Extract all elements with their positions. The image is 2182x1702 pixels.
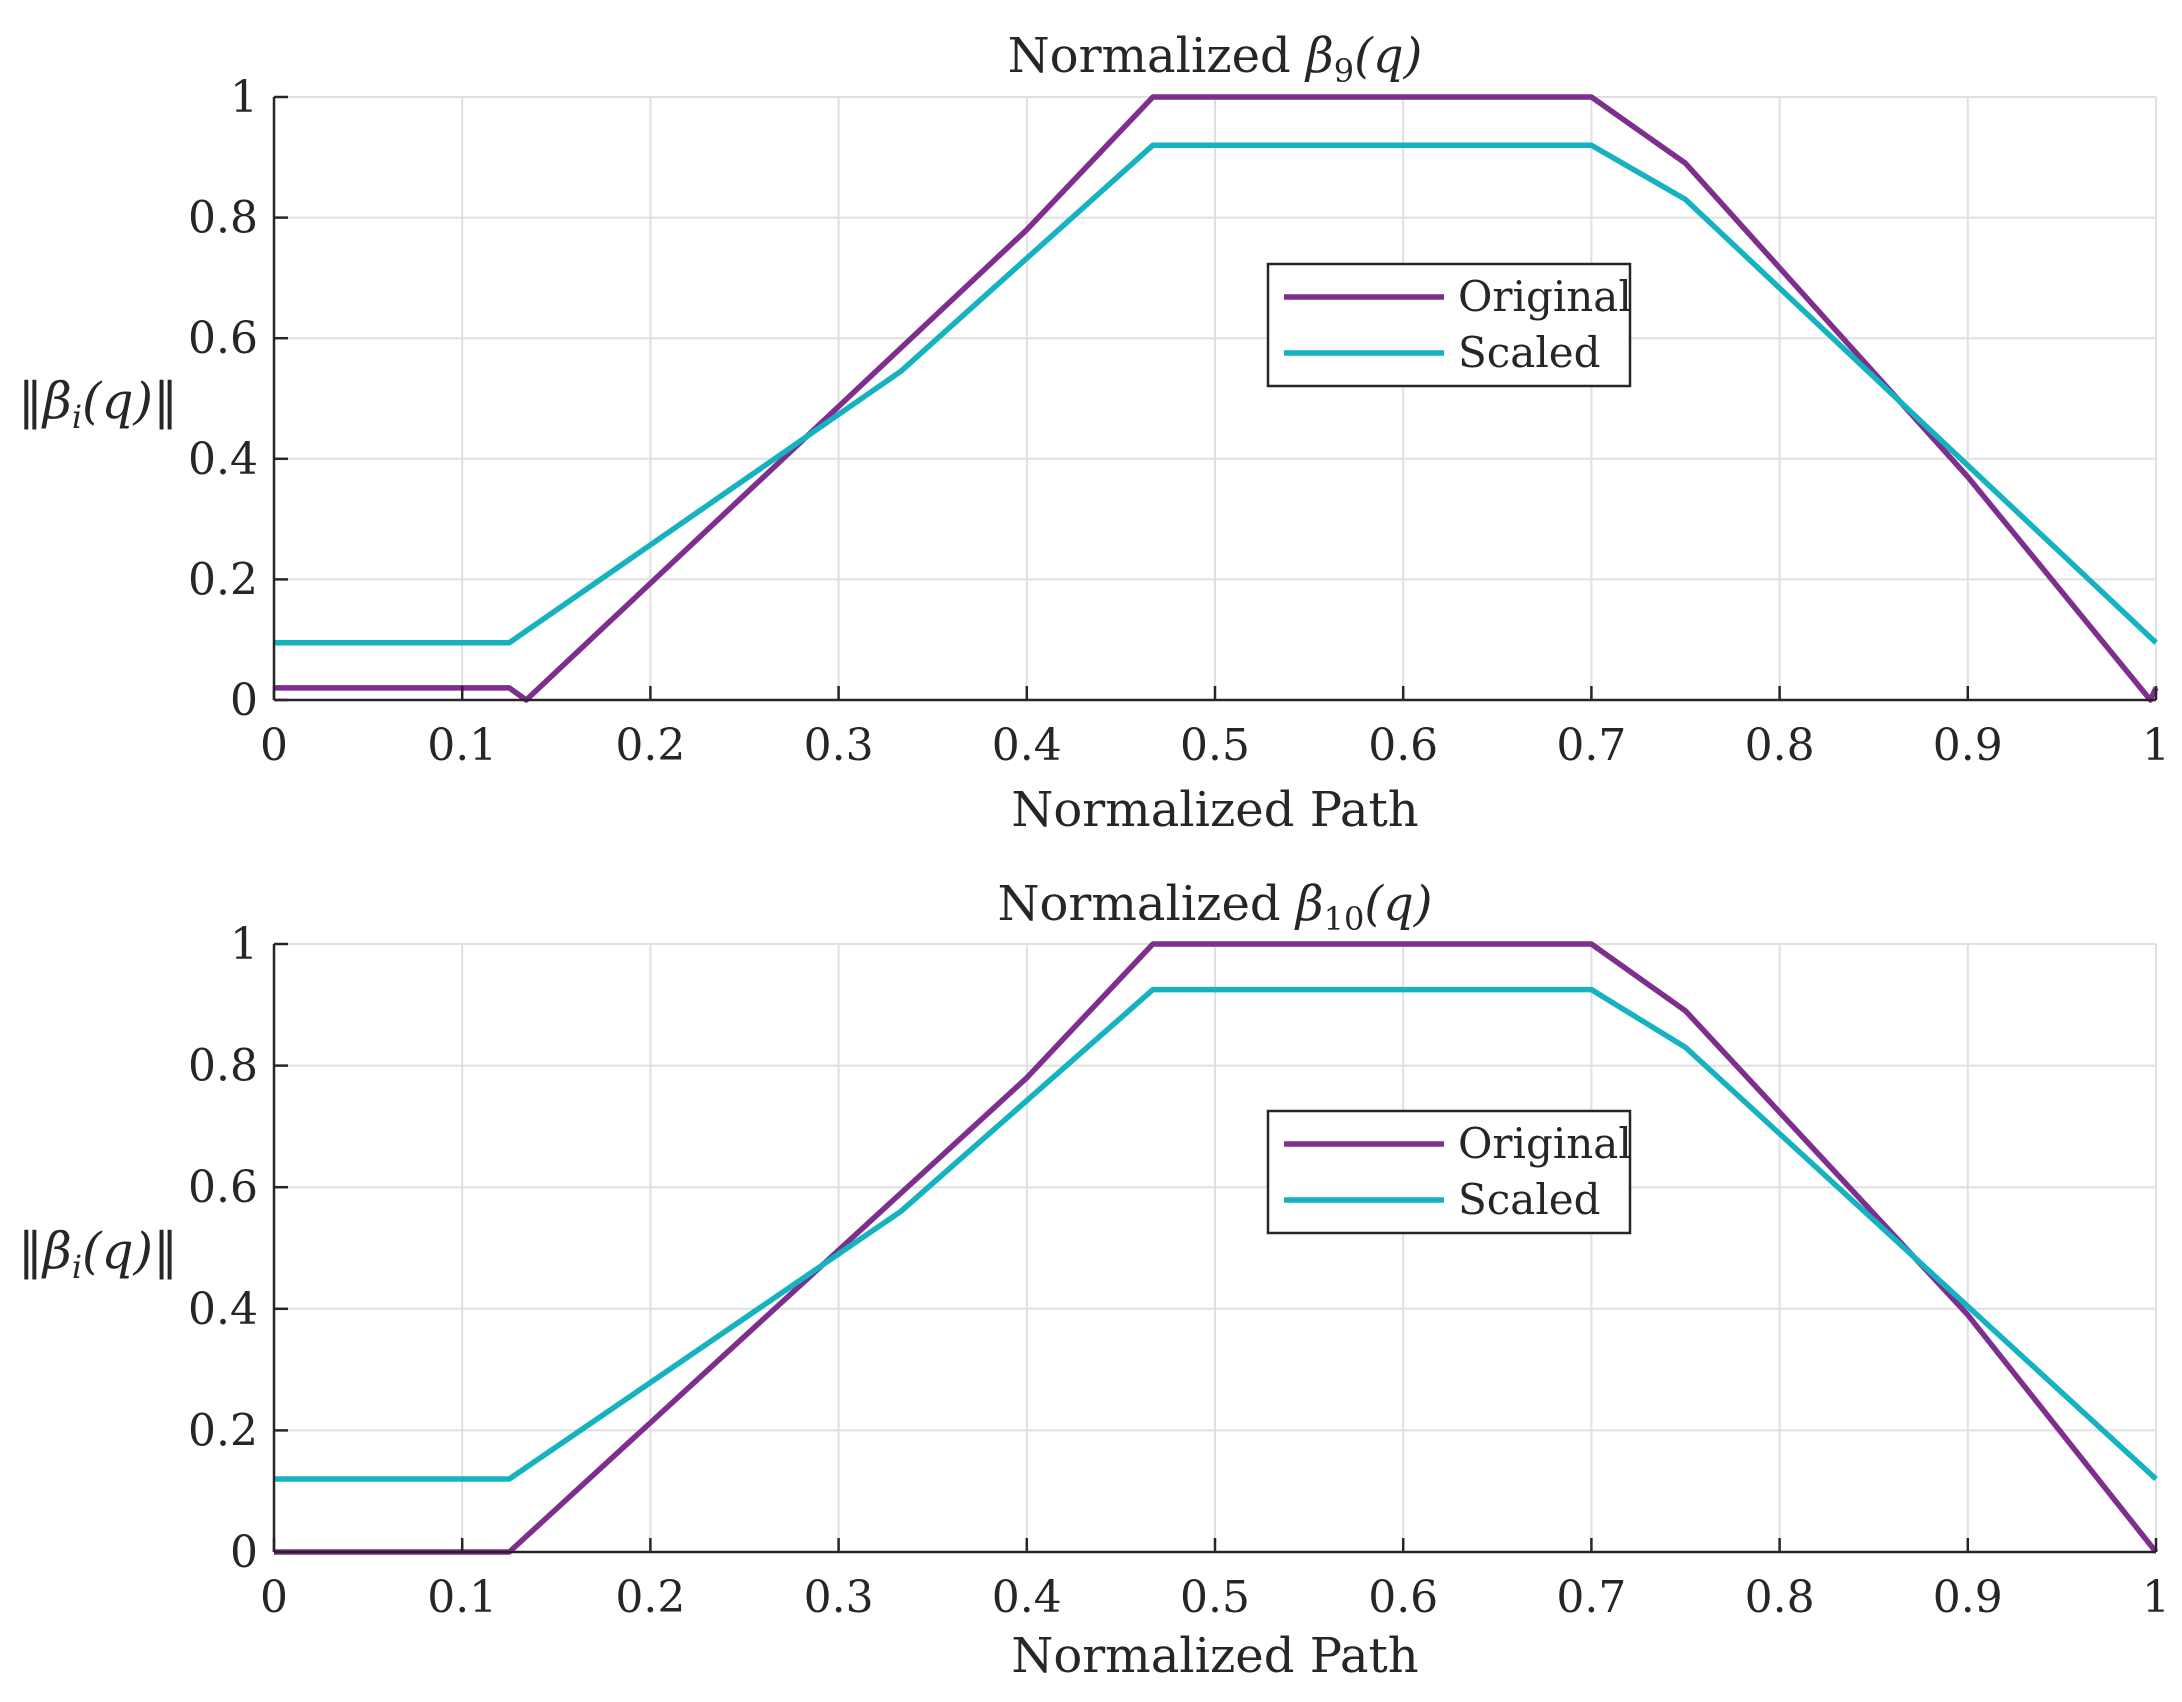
x-tick-label: 0.9 (1933, 1572, 2003, 1623)
chart-title-text: Normalized (1008, 28, 1306, 84)
legend-box (1266, 262, 1632, 388)
x-tick-label: 0.6 (1368, 720, 1438, 771)
y-tick-label: 0.8 (188, 193, 258, 244)
x-tick-label: 0 (260, 720, 288, 771)
x-tick-label: 0.5 (1180, 720, 1250, 771)
y-tick-label: 0.2 (188, 554, 258, 605)
x-tick-label: 0.2 (615, 720, 685, 771)
legend-label-original: Original (1458, 1119, 1632, 1168)
series-line-original (274, 94, 2159, 703)
x-tick-label: 0.4 (992, 720, 1062, 771)
y-tick-label: 0.6 (188, 1162, 258, 1213)
x-axis-label: Normalized Path (1011, 782, 1418, 838)
legend-box (1266, 1109, 1632, 1235)
x-tick-label: 0 (260, 1572, 288, 1623)
chart-title-subscript: 9 (1334, 52, 1354, 90)
series-line-scaled (274, 986, 2158, 1482)
chart-title-text: Normalized (997, 876, 1295, 932)
y-tick-label: 1 (230, 72, 258, 123)
series-line-scaled (274, 142, 2158, 646)
x-tick-label: 0.3 (804, 720, 874, 771)
x-axis-label: Normalized Path (1011, 1628, 1418, 1684)
x-tick-label: 0.4 (992, 1572, 1062, 1623)
x-tick-label: 0.8 (1745, 1572, 1815, 1623)
chart-title-symbol: β (1304, 28, 1334, 84)
y-tick-label: 0.4 (188, 434, 258, 485)
chart-title-argument: (q) (1364, 876, 1432, 932)
legend: Original Scaled (1266, 262, 1632, 388)
y-tick-label: 0.8 (188, 1041, 258, 1092)
x-tick-label: 0.6 (1368, 1572, 1438, 1623)
legend-label-scaled: Scaled (1458, 328, 1601, 377)
x-tick-label: 0.9 (1933, 720, 2003, 771)
x-tick-label: 1 (2142, 720, 2170, 771)
grid (273, 943, 2157, 1553)
chart-title-argument: (q) (1354, 28, 1422, 84)
x-tick-label: 0.7 (1556, 1572, 1626, 1623)
x-tick-label: 0.2 (615, 1572, 685, 1623)
y-tick-label: 0 (230, 675, 258, 726)
chart-title: Normalized β9(q) (1008, 28, 1423, 90)
y-tick-label: 1 (230, 919, 258, 970)
legend-label-scaled: Scaled (1458, 1175, 1601, 1224)
chart-title: Normalized β10(q) (997, 876, 1432, 938)
x-tick-label: 0.1 (427, 720, 497, 771)
x-tick-label: 1 (2142, 1572, 2170, 1623)
chart-top-beta9: 0 0.1 0.2 0.3 0.4 0.5 0.6 0.7 0.8 0.9 1 0 0.2 0.4 0.6 0… (18, 28, 2170, 838)
x-tick-label: 0.8 (1745, 720, 1815, 771)
y-tick-label: 0.6 (188, 313, 258, 364)
legend: Original Scaled (1266, 1109, 1632, 1235)
x-tick-label: 0.3 (804, 1572, 874, 1623)
y-axis-label: ‖βi(q)‖ (18, 1222, 178, 1286)
y-axis-label: ‖βi(q)‖ (18, 372, 178, 436)
chart-title-symbol: β (1294, 876, 1324, 932)
legend-label-original: Original (1458, 272, 1632, 321)
chart-bottom-beta10: 0 0.1 0.2 0.3 0.4 0.5 0.6 0.7 0.8 0.9 100.20.40.60… (18, 876, 2170, 1684)
x-tick-label: 0.1 (427, 1572, 497, 1623)
y-tick-label: 0.2 (188, 1405, 258, 1456)
x-tick-label: 0.7 (1556, 720, 1626, 771)
x-tick-label: 0.5 (1180, 1572, 1250, 1623)
y-tick-label: 0.4 (188, 1284, 258, 1335)
y-tick-label: 0 (230, 1527, 258, 1578)
chart-title-subscript: 10 (1324, 900, 1365, 938)
